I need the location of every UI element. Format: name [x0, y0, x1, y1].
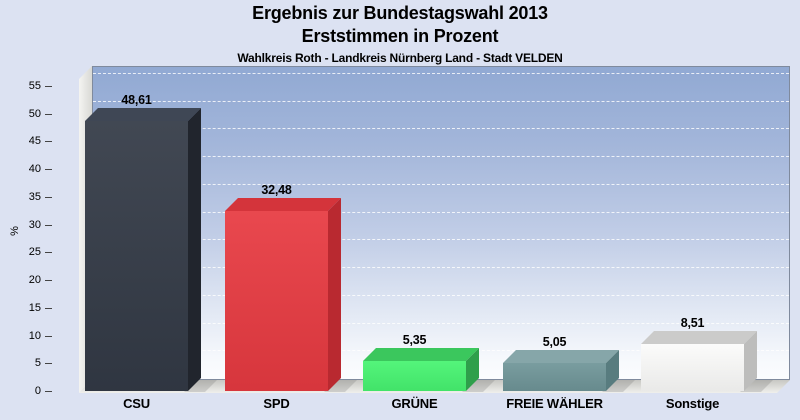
gridline-50	[93, 100, 789, 102]
y-tick-mark-20	[45, 280, 52, 281]
gridline-25	[93, 239, 789, 241]
y-tick-label-45: 45	[28, 135, 41, 148]
gridline-10	[93, 322, 789, 324]
x-axis-label-1: CSU	[123, 396, 150, 411]
plot-back-wall	[92, 66, 790, 380]
y-tick-mark-40	[45, 169, 52, 170]
gridline-20	[93, 267, 789, 268]
gridline-30	[93, 211, 789, 213]
y-tick-label-0: 0	[34, 385, 41, 397]
y-tick-label-20: 20	[28, 274, 41, 286]
y-tick-label-35: 35	[28, 190, 41, 203]
bar-5-side-face	[744, 331, 757, 391]
y-tick-mark-10	[45, 335, 52, 337]
bar-2-value-label: 32,48	[261, 183, 292, 197]
bar-3-front-face	[363, 361, 466, 391]
chart-title-line2: Erststimmen in Prozent	[301, 26, 499, 46]
bar-5-top-face	[641, 331, 757, 344]
y-tick-mark-25	[45, 252, 52, 254]
bar-5-front-face	[641, 344, 744, 391]
x-axis-label-2: SPD	[263, 396, 290, 411]
y-tick-mark-45	[45, 141, 52, 143]
y-tick-mark-15	[45, 307, 52, 309]
y-tick-mark-30	[45, 224, 52, 226]
x-axis-label-3: GRÜNE	[391, 396, 438, 411]
gridline-45	[93, 128, 789, 130]
gridline-15	[93, 294, 789, 296]
y-tick-label-55: 55	[28, 79, 41, 92]
bar-4-side-face	[606, 350, 619, 391]
bar-1-top-face	[85, 108, 201, 121]
bar-3-value-label: 5,35	[402, 333, 427, 347]
x-axis-label-5: Sonstige	[665, 396, 720, 411]
bar-4-front-face	[503, 363, 606, 391]
y-tick-mark-50	[45, 113, 52, 115]
bar-4-top-face	[503, 350, 619, 363]
bar-5-value-label: 8,51	[680, 316, 705, 330]
bar-2-top-face	[225, 198, 341, 211]
gridline-55	[93, 72, 789, 74]
bar-2-side-face	[328, 198, 341, 391]
y-tick-label-5: 5	[34, 357, 41, 370]
y-tick-label-30: 30	[28, 218, 41, 231]
bar-3-side-face	[466, 348, 479, 391]
bar-2-front-face	[225, 211, 328, 391]
y-tick-label-10: 10	[28, 329, 41, 342]
y-tick-mark-55	[45, 85, 52, 87]
x-axis-label-4: FREIE WÄHLER	[506, 396, 603, 411]
y-tick-mark-5	[45, 363, 52, 365]
y-tick-label-40: 40	[28, 163, 41, 175]
bar-3-top-face	[363, 348, 479, 361]
bar-1-front-face	[85, 121, 188, 391]
gridline-40	[93, 156, 789, 157]
y-tick-label-50: 50	[28, 107, 41, 120]
chart-subtitle: Wahlkreis Roth - Landkreis Nürnberg Land…	[237, 51, 563, 65]
bar-4-value-label: 5,05	[542, 335, 567, 349]
chart-title-line1: Ergebnis zur Bundestagswahl 2013	[252, 3, 548, 23]
y-tick-label-15: 15	[28, 301, 41, 314]
y-tick-mark-35	[45, 196, 52, 198]
gridline-35	[93, 183, 789, 185]
bar-1-side-face	[188, 108, 201, 391]
y-tick-mark-0	[45, 391, 52, 392]
y-tick-label-25: 25	[28, 246, 41, 259]
bar-1-value-label: 48,61	[121, 93, 152, 107]
